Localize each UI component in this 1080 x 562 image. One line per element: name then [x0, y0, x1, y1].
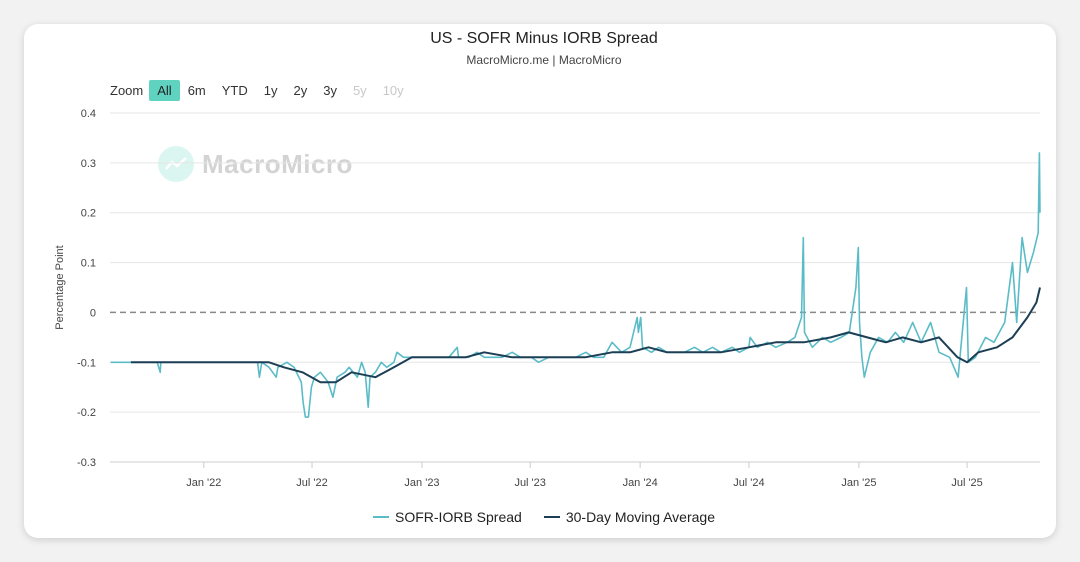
x-tick-label: Jan '23 — [404, 477, 439, 489]
legend-swatch-moving-average — [543, 516, 560, 518]
watermark-text: MacroMicro — [202, 148, 353, 179]
chart-logo-icon — [158, 146, 194, 182]
y-tick-label: 0 — [90, 307, 96, 319]
y-tick-label: 0.3 — [81, 158, 96, 170]
series-line-sofr-iorb-spread[interactable] — [110, 152, 1041, 418]
y-tick-label: -0.2 — [77, 407, 96, 419]
x-tick-label: Jan '22 — [186, 477, 221, 489]
zoom-selector: Zoom All 6m YTD 1y 2y 3y 5y 10y — [110, 79, 412, 101]
y-tick-label: -0.1 — [77, 357, 96, 369]
x-tick-label: Jul '22 — [296, 477, 327, 489]
legend-swatch-spread — [373, 516, 389, 518]
legend-item-spread[interactable]: SOFR-IORB Spread — [373, 509, 522, 525]
zoom-6m-button[interactable]: 6m — [187, 82, 206, 98]
x-axis-ticks: Jan '22 Jul '22 Jan '23 Jul '23 Jan '24 Jul '… — [110, 461, 1040, 489]
zoom-all-button[interactable]: All — [149, 79, 180, 101]
chart-title: US - SOFR Minus IORB Spread — [430, 30, 658, 47]
chart-card — [24, 24, 1056, 538]
x-tick-label: Jul '25 — [951, 477, 982, 489]
legend-label-spread: SOFR-IORB Spread — [395, 509, 522, 525]
zoom-label: Zoom — [110, 82, 144, 98]
zoom-1y-button[interactable]: 1y — [263, 82, 278, 98]
x-tick-label: Jan '25 — [841, 477, 876, 489]
zoom-ytd-button[interactable]: YTD — [221, 82, 248, 98]
x-tick-label: Jul '23 — [514, 477, 545, 489]
legend-item-moving-average[interactable]: 30-Day Moving Average — [543, 509, 715, 525]
watermark: MacroMicro — [158, 146, 353, 182]
x-tick-label: Jul '24 — [733, 477, 764, 489]
zoom-3y-button[interactable]: 3y — [323, 82, 337, 98]
zoom-10y-button: 10y — [382, 82, 404, 98]
zoom-5y-button: 5y — [352, 82, 367, 98]
y-tick-label: 0.4 — [81, 108, 96, 120]
y-tick-label: 0.2 — [81, 208, 96, 220]
legend: SOFR-IORB Spread 30-Day Moving Average — [0, 509, 1080, 525]
chart-subtitle: MacroMicro.me | MacroMicro — [466, 53, 622, 67]
grid-lines — [110, 112, 1040, 463]
y-tick-label: 0.1 — [81, 258, 96, 270]
x-tick-label: Jan '24 — [623, 477, 658, 489]
y-axis-ticks: -0.3 -0.2 -0.1 0 0.1 0.2 0.3 0.4 — [77, 108, 96, 469]
y-tick-label: -0.3 — [77, 457, 96, 469]
y-axis-label: Percentage Point — [54, 245, 66, 329]
series-line-30-day-moving-average[interactable] — [130, 287, 1041, 384]
legend-label-moving-average: 30-Day Moving Average — [565, 509, 715, 525]
zoom-2y-button[interactable]: 2y — [293, 82, 308, 98]
